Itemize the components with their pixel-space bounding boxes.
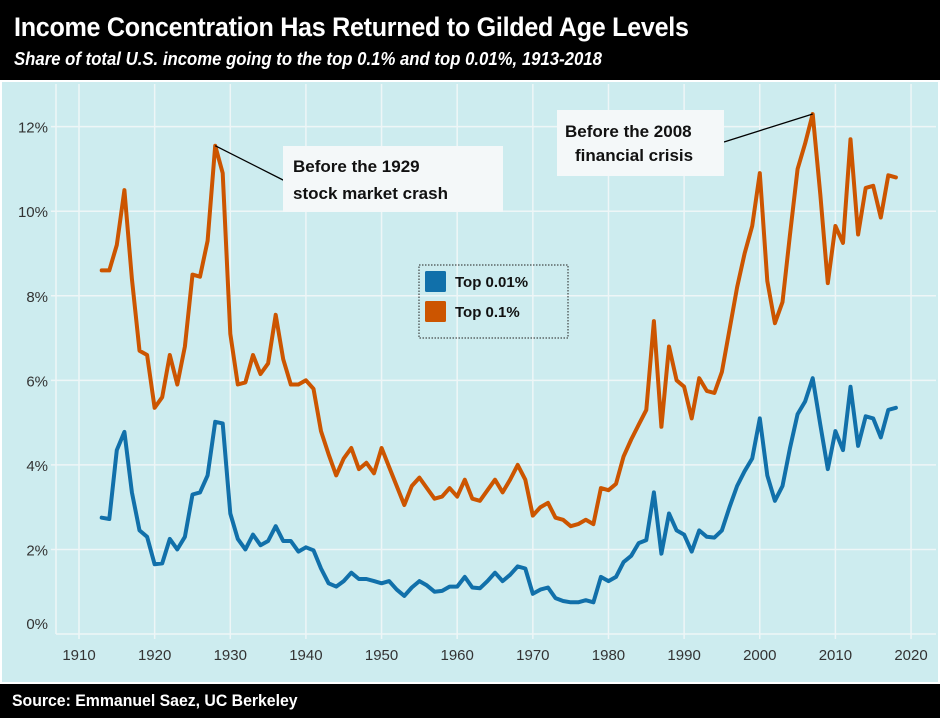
y-tick-label: 12%	[18, 120, 48, 137]
annotation-box-1929	[283, 146, 503, 212]
annotation-text-1929-line1: Before the 1929	[293, 157, 420, 176]
y-tick-label: 6%	[26, 373, 48, 390]
legend-label-top-0-01: Top 0.01%	[455, 274, 528, 291]
x-tick-label: 1990	[667, 647, 700, 664]
y-tick-label: 0%	[26, 616, 48, 633]
annotation-box-2008	[557, 110, 724, 176]
grid-lines	[51, 84, 936, 639]
series-lines	[99, 112, 898, 605]
annotation-leader-line-1929	[214, 145, 286, 182]
chart-title: Income Concentration Has Returned to Gil…	[14, 12, 689, 42]
series-line-top-0-01	[99, 376, 898, 605]
legend-swatch-top-0-01	[425, 271, 446, 292]
x-tick-label: 1960	[441, 647, 474, 664]
x-axis-ticks: 1910 1920 1930 1940 1950 1960 1970 1980 1990 2000…	[62, 647, 927, 664]
header-bar: Income Concentration Has Returned to Gil…	[0, 0, 940, 80]
footer-bar: Source: Emmanuel Saez, UC Berkeley	[0, 684, 940, 718]
x-tick-label: 1950	[365, 647, 398, 664]
x-tick-label: 1930	[214, 647, 247, 664]
y-axis-ticks: 0% 2% 4% 6% 8% 10% 12%	[18, 120, 48, 633]
annotations: Before the 1929 stock market crash Befor…	[214, 110, 813, 212]
x-tick-label: 1940	[289, 647, 322, 664]
annotation-text-1929-line2: stock market crash	[293, 184, 448, 203]
legend-label-top-0-1: Top 0.1%	[455, 304, 520, 321]
x-tick-label: 1910	[62, 647, 95, 664]
x-tick-label: 2020	[894, 647, 927, 664]
legend: Top 0.01% Top 0.1%	[418, 264, 569, 339]
y-tick-label: 4%	[26, 458, 48, 475]
y-tick-label: 10%	[18, 204, 48, 221]
x-tick-label: 1980	[592, 647, 625, 664]
source-credit: Source: Emmanuel Saez, UC Berkeley	[12, 691, 298, 710]
y-tick-label: 2%	[26, 542, 48, 559]
annotation-leader-line-2008	[723, 113, 813, 143]
chart-subtitle: Share of total U.S. income going to the …	[14, 49, 602, 69]
series-line-top-0-1	[99, 112, 898, 529]
legend-swatch-top-0-1	[425, 301, 446, 322]
x-tick-label: 2010	[819, 647, 852, 664]
y-tick-label: 8%	[26, 289, 48, 306]
x-tick-label: 1970	[516, 647, 549, 664]
x-tick-label: 2000	[743, 647, 776, 664]
annotation-text-2008-line1: Before the 2008	[565, 122, 692, 141]
annotation-text-2008-line2: financial crisis	[575, 146, 693, 165]
x-tick-label: 1920	[138, 647, 171, 664]
